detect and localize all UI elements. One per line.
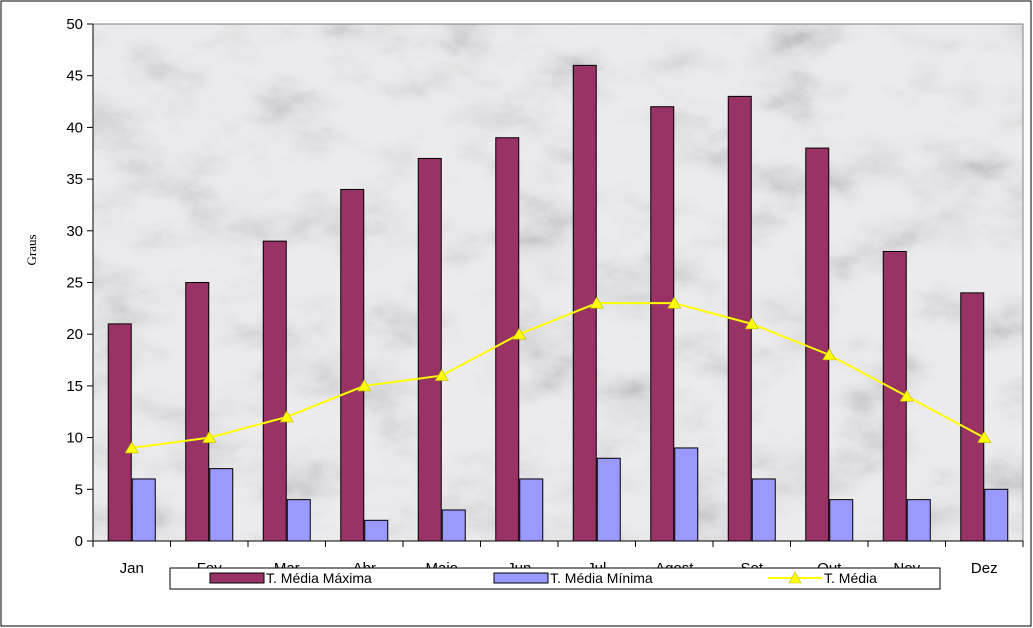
bar-min-dez bbox=[984, 488, 1009, 542]
bar-max-nov bbox=[882, 250, 907, 542]
y-tick-label: 25 bbox=[66, 275, 83, 292]
y-tick-label: 15 bbox=[66, 378, 83, 395]
legend-label-max: T. Média Máxima bbox=[266, 570, 372, 586]
y-tick-label: 10 bbox=[66, 430, 83, 447]
bar-max-fev bbox=[185, 282, 210, 542]
y-tick-label: 40 bbox=[66, 119, 83, 136]
bar-max-abr bbox=[340, 188, 365, 542]
point-avg-out bbox=[822, 348, 837, 361]
legend: T. Média Máxima T. Média Mínima T. Média bbox=[169, 567, 941, 590]
point-avg-abr bbox=[357, 379, 372, 392]
plot-area-background bbox=[93, 24, 1023, 541]
point-avg-mar bbox=[279, 410, 294, 423]
y-tick-label: 0 bbox=[75, 533, 83, 550]
bar-min-agost bbox=[674, 447, 699, 542]
legend-label-min: T. Média Mínima bbox=[550, 570, 653, 586]
point-avg-jun bbox=[512, 327, 527, 340]
legend-swatch-marker bbox=[788, 571, 802, 584]
bar-min-nov bbox=[906, 499, 931, 542]
point-avg-maio bbox=[434, 368, 449, 381]
bar-min-mar bbox=[286, 499, 311, 542]
legend-box bbox=[169, 567, 941, 590]
x-tick-label-dez: Dez bbox=[971, 560, 998, 577]
series-line-avg bbox=[131, 302, 985, 449]
bar-max-jan bbox=[107, 323, 132, 542]
bar-max-dez bbox=[960, 292, 985, 542]
bar-min-out bbox=[829, 499, 854, 542]
line-layer bbox=[124, 296, 992, 454]
bar-min-maio bbox=[441, 509, 466, 542]
axes-layer: 05101520253035404550JanFevMarAbrMaioJunJ… bbox=[66, 16, 1024, 577]
bar-max-mar bbox=[262, 240, 287, 542]
y-axis-label: Graus bbox=[24, 234, 39, 265]
bar-min-fev bbox=[209, 468, 234, 542]
point-avg-jan bbox=[124, 441, 139, 454]
bar-min-jan bbox=[131, 478, 156, 542]
bar-min-set bbox=[751, 478, 776, 542]
point-avg-dez bbox=[977, 431, 992, 443]
bar-min-jun bbox=[519, 478, 544, 542]
point-avg-nov bbox=[899, 389, 914, 402]
y-tick-label: 35 bbox=[66, 171, 83, 188]
bar-max-jul bbox=[572, 64, 597, 542]
point-avg-set bbox=[744, 317, 759, 330]
y-tick-label: 45 bbox=[66, 68, 83, 85]
y-tick-label: 20 bbox=[66, 326, 83, 343]
bar-min-abr bbox=[364, 519, 389, 542]
bar-max-maio bbox=[417, 157, 442, 542]
y-tick-label: 5 bbox=[75, 481, 83, 498]
y-tick-label: 50 bbox=[66, 16, 83, 33]
bars-layer bbox=[107, 64, 1009, 542]
bar-max-out bbox=[805, 147, 830, 542]
legend-swatch-max bbox=[209, 572, 265, 584]
point-avg-agost bbox=[667, 296, 682, 309]
bar-max-agost bbox=[650, 106, 675, 542]
point-avg-jul bbox=[589, 296, 604, 309]
y-tick-label: 30 bbox=[66, 223, 83, 240]
legend-label-avg: T. Média bbox=[824, 570, 877, 586]
legend-swatch-min bbox=[493, 572, 549, 584]
x-tick-label-jan: Jan bbox=[120, 560, 144, 577]
bar-min-jul bbox=[596, 457, 621, 542]
point-avg-fev bbox=[202, 431, 217, 443]
